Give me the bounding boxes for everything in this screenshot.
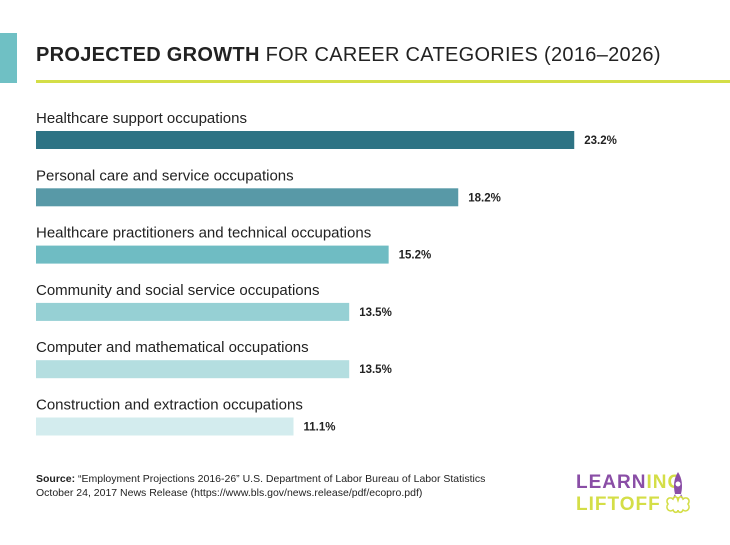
- bar: [36, 417, 294, 436]
- logo-line1: LEARNING: [576, 472, 684, 493]
- value-label: 15.2%: [399, 250, 432, 262]
- bar-chart: Healthcare support occupations 23.2% Perso…: [36, 110, 617, 436]
- bar: [36, 188, 459, 207]
- source-line2: October 24, 2017 News Release (https://w…: [36, 487, 423, 499]
- bar: [36, 360, 350, 379]
- source-note: Source: “Employment Projections 2016-26”…: [36, 472, 485, 500]
- accent-bar: [0, 33, 17, 83]
- category-label: Healthcare practitioners and technical o…: [36, 225, 371, 242]
- title-rule: [36, 80, 730, 83]
- category-label: Community and social service occupations: [36, 282, 319, 299]
- source-label: Source:: [36, 473, 76, 485]
- rocket-brain-icon: [666, 472, 690, 514]
- value-label: 13.5%: [359, 364, 392, 376]
- bar: [36, 245, 389, 264]
- category-label: Construction and extraction occupations: [36, 397, 303, 414]
- chart-title: PROJECTED GROWTH FOR CAREER CATEGORIES (…: [36, 44, 661, 67]
- source-text: “Employment Projections 2016-26” U.S. De…: [78, 473, 486, 485]
- category-label: Healthcare support occupations: [36, 110, 247, 127]
- title-bold: PROJECTED GROWTH: [36, 44, 260, 66]
- learning-liftoff-logo: LEARNING LIFTOFF: [572, 470, 692, 520]
- value-label: 11.1%: [304, 422, 336, 434]
- logo-line2: LIFTOFF: [576, 494, 661, 515]
- value-label: 23.2%: [584, 135, 617, 147]
- category-label: Personal care and service occupations: [36, 167, 294, 184]
- bar: [36, 131, 575, 149]
- value-label: 18.2%: [468, 192, 501, 204]
- title-rest: FOR CAREER CATEGORIES (2016–2026): [265, 44, 661, 66]
- value-label: 13.5%: [359, 307, 392, 319]
- category-label: Computer and mathematical occupations: [36, 339, 309, 356]
- bar: [36, 302, 350, 321]
